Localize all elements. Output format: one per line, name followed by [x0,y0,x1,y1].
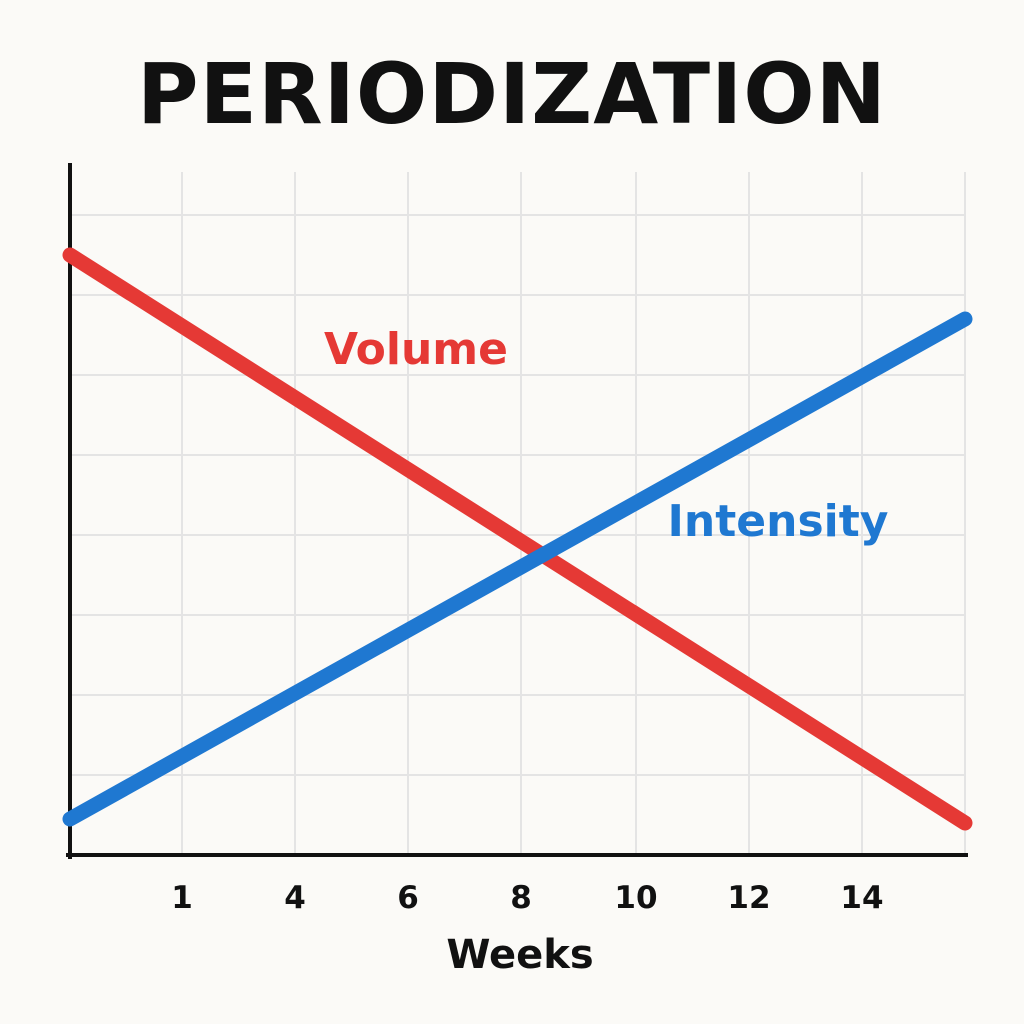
x-axis-title: Weeks [446,932,593,978]
grid [70,172,966,855]
x-tick-label: 12 [727,880,770,916]
series-label-volume: Volume [324,324,508,375]
x-tick-label: 14 [840,880,883,916]
series-line-volume [62,247,973,831]
x-tick-label: 10 [614,880,657,916]
x-tick-label: 8 [510,880,532,916]
x-tick-labels: 1 4 6 8 10 12 14 [171,880,883,916]
series [62,247,973,831]
x-tick-label: 4 [284,880,306,916]
axes [66,163,968,859]
chart-title: PERIODIZATION [137,45,887,143]
x-tick-label: 6 [397,880,419,916]
series-label-intensity: Intensity [668,496,889,547]
series-line-intensity [62,311,973,827]
x-tick-label: 1 [171,880,193,916]
